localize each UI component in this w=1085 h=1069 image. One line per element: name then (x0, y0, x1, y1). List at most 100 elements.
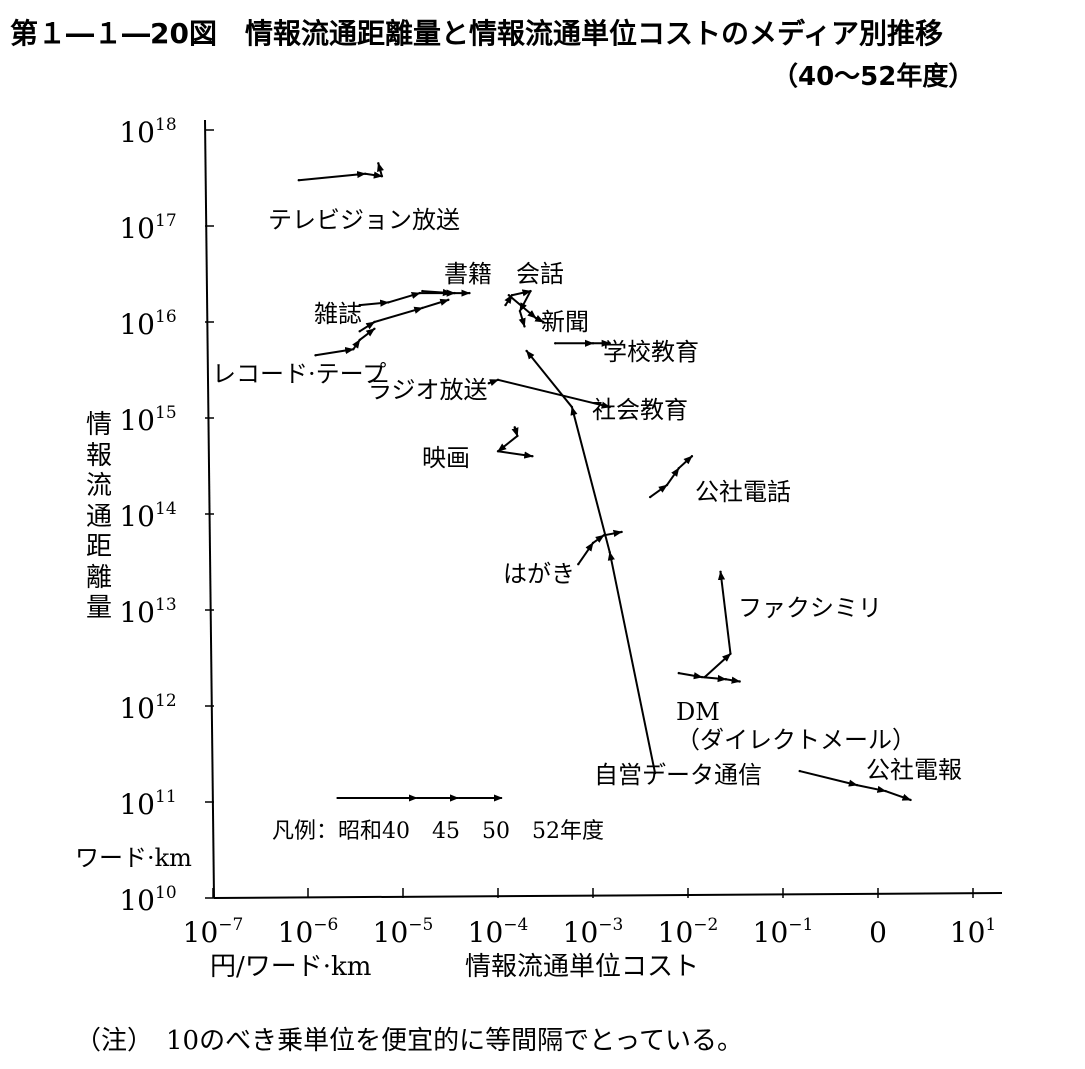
data-point (373, 327, 376, 330)
x-axis-label: 情報流通単位コスト (465, 952, 699, 982)
data-point (608, 405, 611, 409)
y-tick-label: 1017 (119, 211, 176, 245)
trajectory-segment (577, 542, 594, 565)
data-point (358, 330, 361, 333)
x-tick-label: 10−1 (753, 915, 814, 949)
x-tick-label: 0 (869, 916, 887, 949)
trajectory-segment (570, 406, 611, 553)
data-point (719, 570, 722, 573)
data-point (468, 291, 471, 295)
data-point (496, 378, 500, 381)
trajectory-segment (352, 339, 361, 350)
data-point (352, 348, 355, 351)
data-point (591, 342, 595, 345)
series-label: テレビジョン放送 (268, 206, 460, 234)
series-label: はがき (503, 560, 575, 588)
data-point (570, 405, 574, 409)
data-point (690, 455, 694, 458)
trajectory-segment (678, 455, 693, 469)
data-point (518, 309, 522, 313)
trajectory-segment (497, 450, 534, 459)
data-point (377, 162, 380, 165)
data-point (523, 325, 526, 328)
series: 書籍 (421, 260, 492, 297)
y-axis-label: 情報流通距離量 (85, 410, 112, 623)
data-point (421, 306, 424, 310)
y-tick-label: 1011 (119, 787, 176, 821)
x-tick-label: 10−6 (278, 915, 339, 949)
trajectory-segment (717, 570, 732, 654)
data-point (297, 178, 300, 182)
y-tick-label: 1012 (119, 691, 176, 725)
trajectory-segment (519, 290, 532, 312)
data-point (510, 294, 514, 297)
series-label: 公社電話 (695, 478, 791, 506)
y-axis-unit-label: ワード·km (75, 844, 192, 872)
data-point (884, 789, 887, 793)
trajectory-segment (678, 672, 703, 680)
data-point (314, 354, 317, 357)
trajectory-segment (649, 484, 668, 498)
x-tick-label: 10−3 (563, 915, 624, 949)
trajectory-segment (725, 676, 741, 684)
trajectory-segment (701, 674, 727, 683)
data-point (553, 342, 557, 345)
data-point (665, 483, 669, 487)
data-point (620, 530, 623, 534)
figure-subtitle: （40～52年度） (772, 62, 975, 92)
data-point (363, 172, 367, 175)
series-label: ファクシミリ (738, 594, 882, 622)
data-point (653, 771, 657, 775)
trajectory-segment (666, 467, 680, 486)
series-label: （ダイレクトメール） (676, 726, 916, 754)
data-point (529, 289, 532, 293)
data-point (577, 562, 580, 566)
data-point (453, 291, 456, 295)
trajectory-segment (592, 534, 605, 544)
data-point (542, 320, 545, 324)
trajectory-segment (856, 784, 887, 793)
trajectory-segment (422, 298, 450, 309)
series-label: 社会教育 (592, 396, 688, 424)
x-ticks: 10−7 10−6 10−5 10−4 10−3 10−2 10−1 0 101 (183, 888, 996, 949)
y-axis-line (204, 119, 215, 899)
series-label: 書籍 (444, 260, 492, 288)
trajectory-segment (374, 306, 424, 323)
data-point (421, 289, 424, 293)
series: 公社電報 (798, 756, 962, 802)
figure-title: 第１―１―20図 情報流通距離量と情報流通単位コストのメディア別推移 (10, 17, 944, 50)
data-point (855, 783, 859, 787)
series-label: レコード·テープ (212, 360, 386, 388)
data-point (798, 769, 801, 773)
series: はがき (503, 529, 623, 588)
x-axis-line (213, 892, 1003, 899)
series-label: 公社電報 (866, 756, 962, 784)
data-point (531, 455, 534, 458)
series: 雑誌 (314, 289, 456, 328)
series-label: 新聞 (541, 308, 589, 336)
data-point (700, 675, 704, 679)
series: 自営データ通信 (525, 349, 762, 789)
trajectory-segment (603, 529, 623, 537)
data-point (380, 175, 384, 178)
data-point (591, 541, 595, 545)
trajectory-segment (885, 790, 912, 801)
data-point (677, 466, 680, 470)
series: レコード·テープ (212, 298, 450, 388)
data-point (608, 342, 611, 345)
legend-label: 凡例：昭和40 45 50 52年度 (272, 819, 604, 844)
series: テレビジョン放送 (268, 162, 460, 234)
series: ファクシミリ (703, 570, 882, 679)
trajectory-segment (508, 294, 537, 319)
trajectory-segment (377, 162, 384, 177)
y-tick-label: 1014 (119, 499, 176, 533)
series: 公社電話 (648, 455, 791, 506)
data-point (738, 680, 741, 683)
data-point (387, 301, 390, 304)
data-point (677, 671, 680, 675)
data-point (513, 426, 516, 429)
trajectory-segment (511, 289, 532, 297)
series: 社会教育 (487, 378, 688, 424)
trajectory-segment (518, 310, 526, 328)
